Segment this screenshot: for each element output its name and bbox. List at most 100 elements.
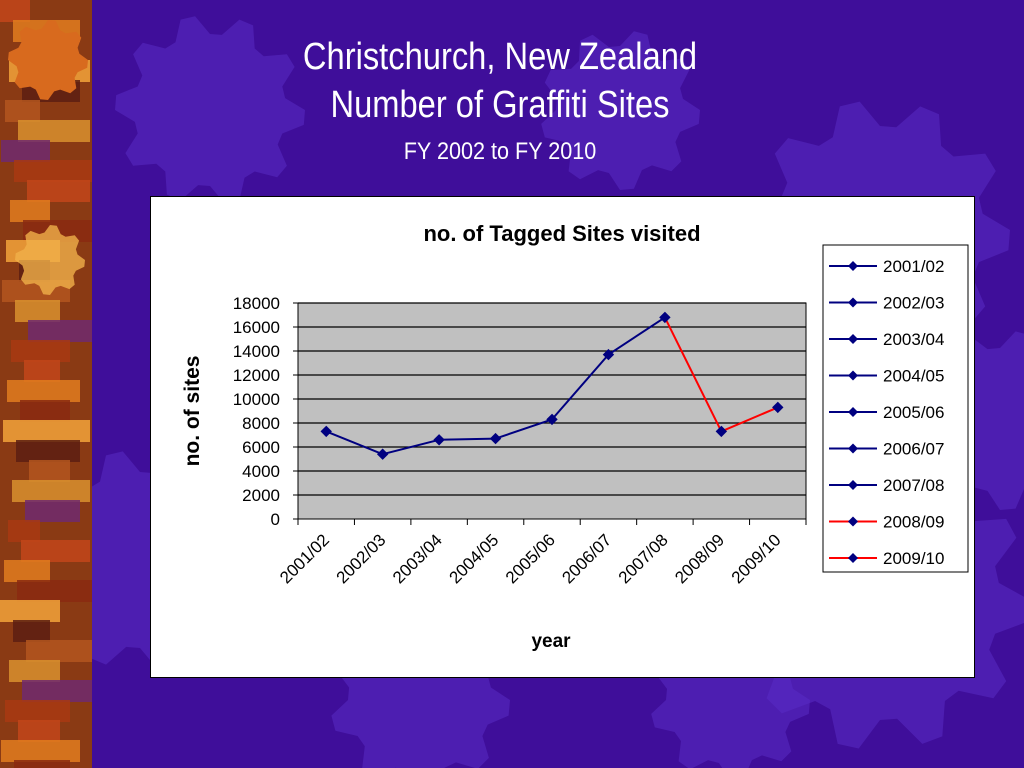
- x-tick-label: 2005/06: [502, 530, 559, 587]
- series-line-segment: [382, 438, 440, 456]
- series-line-segment: [663, 316, 723, 432]
- strip-tile: [14, 760, 70, 768]
- legend-label: 2007/08: [883, 476, 944, 495]
- data-point: [772, 401, 784, 414]
- strip-tile: [8, 520, 40, 542]
- x-tick-label: 2002/03: [333, 530, 390, 587]
- legend-marker: [848, 407, 858, 417]
- legend-label: 2003/04: [883, 330, 944, 349]
- legend-marker: [848, 516, 858, 527]
- legend-marker: [848, 553, 858, 563]
- data-point: [659, 311, 671, 324]
- y-axis-label: no. of sites: [181, 356, 204, 467]
- legend-label: 2009/10: [883, 549, 944, 568]
- legend-box: [822, 244, 969, 573]
- slide-title-line1: Christchurch, New Zealand: [302, 36, 698, 78]
- strip-tile: [5, 700, 70, 722]
- strip-tile: [29, 460, 70, 482]
- strip-tile: [26, 640, 92, 662]
- y-tick-label: 18000: [233, 294, 280, 313]
- y-tick-label: 12000: [233, 366, 280, 385]
- strip-tile: [1, 140, 50, 162]
- strip-tile: [1, 740, 80, 762]
- strip-tile: [15, 300, 60, 322]
- slide-subtitle: FY 2002 to FY 2010: [403, 138, 597, 165]
- y-tick-label: 10000: [233, 390, 280, 409]
- series-line-segment: [551, 353, 610, 421]
- line-chart: no. of Tagged Sites visited 0 2000 4000 6000…: [181, 221, 969, 652]
- series-line-segment: [720, 406, 779, 433]
- data-point: [433, 434, 445, 446]
- gear-icon: [8, 20, 88, 100]
- gear-icon: [15, 225, 85, 295]
- legend-label: 2002/03: [883, 294, 944, 313]
- strip-tile: [3, 420, 90, 442]
- y-tick-label: 0: [271, 510, 280, 529]
- legend-marker: [848, 297, 858, 308]
- x-tick-label: 2006/07: [558, 530, 615, 587]
- strip-tile: [11, 340, 70, 362]
- x-tick-label: 2004/05: [445, 530, 502, 587]
- data-point: [715, 425, 728, 438]
- x-tick-label: 2001/02: [276, 530, 333, 587]
- strip-tile: [18, 720, 60, 742]
- strip-tile: [12, 480, 90, 502]
- plot-area: [297, 302, 807, 520]
- x-tick-label: 2008/09: [671, 530, 728, 587]
- chart-panel: no. of Tagged Sites visited 0 2000 4000 6000…: [150, 196, 975, 678]
- strip-tile: [21, 540, 90, 562]
- strip-tile: [5, 100, 40, 122]
- strip-tile: [16, 440, 80, 462]
- decorative-strip: [0, 0, 92, 768]
- series-line-segment: [439, 437, 496, 441]
- chart-title: no. of Tagged Sites visited: [423, 221, 700, 246]
- strip-tile: [0, 0, 30, 22]
- strip-tile: [13, 620, 50, 642]
- data-point: [602, 348, 615, 361]
- strip-tile: [17, 580, 92, 602]
- strip-tile: [28, 320, 92, 342]
- legend-label: 2004/05: [883, 367, 944, 386]
- legend-label: 2008/09: [883, 513, 944, 532]
- legend-marker: [848, 480, 858, 490]
- strip-tile: [25, 500, 80, 522]
- strip-tile: [0, 600, 60, 622]
- strip-tile: [22, 680, 92, 702]
- strip-tile: [20, 400, 70, 422]
- strip-tile: [9, 660, 60, 682]
- strip-tile: [27, 180, 90, 202]
- series-line-segment: [495, 418, 553, 440]
- data-point: [376, 448, 389, 460]
- data-point: [320, 425, 332, 438]
- y-tick-label: 14000: [233, 342, 280, 361]
- x-axis-label: year: [531, 631, 571, 652]
- legend-label: 2006/07: [883, 440, 944, 459]
- strip-tile: [10, 200, 50, 222]
- gear-icon: [115, 16, 305, 204]
- x-tick-label: 2007/08: [615, 530, 672, 587]
- y-tick-label: 16000: [233, 318, 280, 337]
- strip-tile: [7, 380, 80, 402]
- data-point: [489, 432, 502, 445]
- y-tick-label: 2000: [242, 486, 280, 505]
- legend-marker: [848, 334, 858, 344]
- y-tick-label: 4000: [242, 462, 280, 481]
- strip-tile: [14, 160, 92, 182]
- series-line-segment: [607, 316, 666, 356]
- x-tick-label: 2003/04: [389, 530, 446, 587]
- y-tick-label: 8000: [242, 414, 280, 433]
- series-line-segment: [325, 430, 384, 456]
- gear-icon: [541, 31, 700, 191]
- strip-tile: [18, 120, 90, 142]
- y-tick-label: 6000: [242, 438, 280, 457]
- legend-label: 2005/06: [883, 403, 944, 422]
- data-point: [546, 413, 558, 426]
- x-tick-label: 2009/10: [728, 530, 785, 587]
- strip-tile: [4, 560, 50, 582]
- legend-marker: [848, 443, 858, 454]
- legend-marker: [848, 370, 858, 381]
- legend-marker: [848, 261, 858, 271]
- legend-label: 2001/02: [883, 257, 944, 276]
- strip-tile: [24, 360, 60, 382]
